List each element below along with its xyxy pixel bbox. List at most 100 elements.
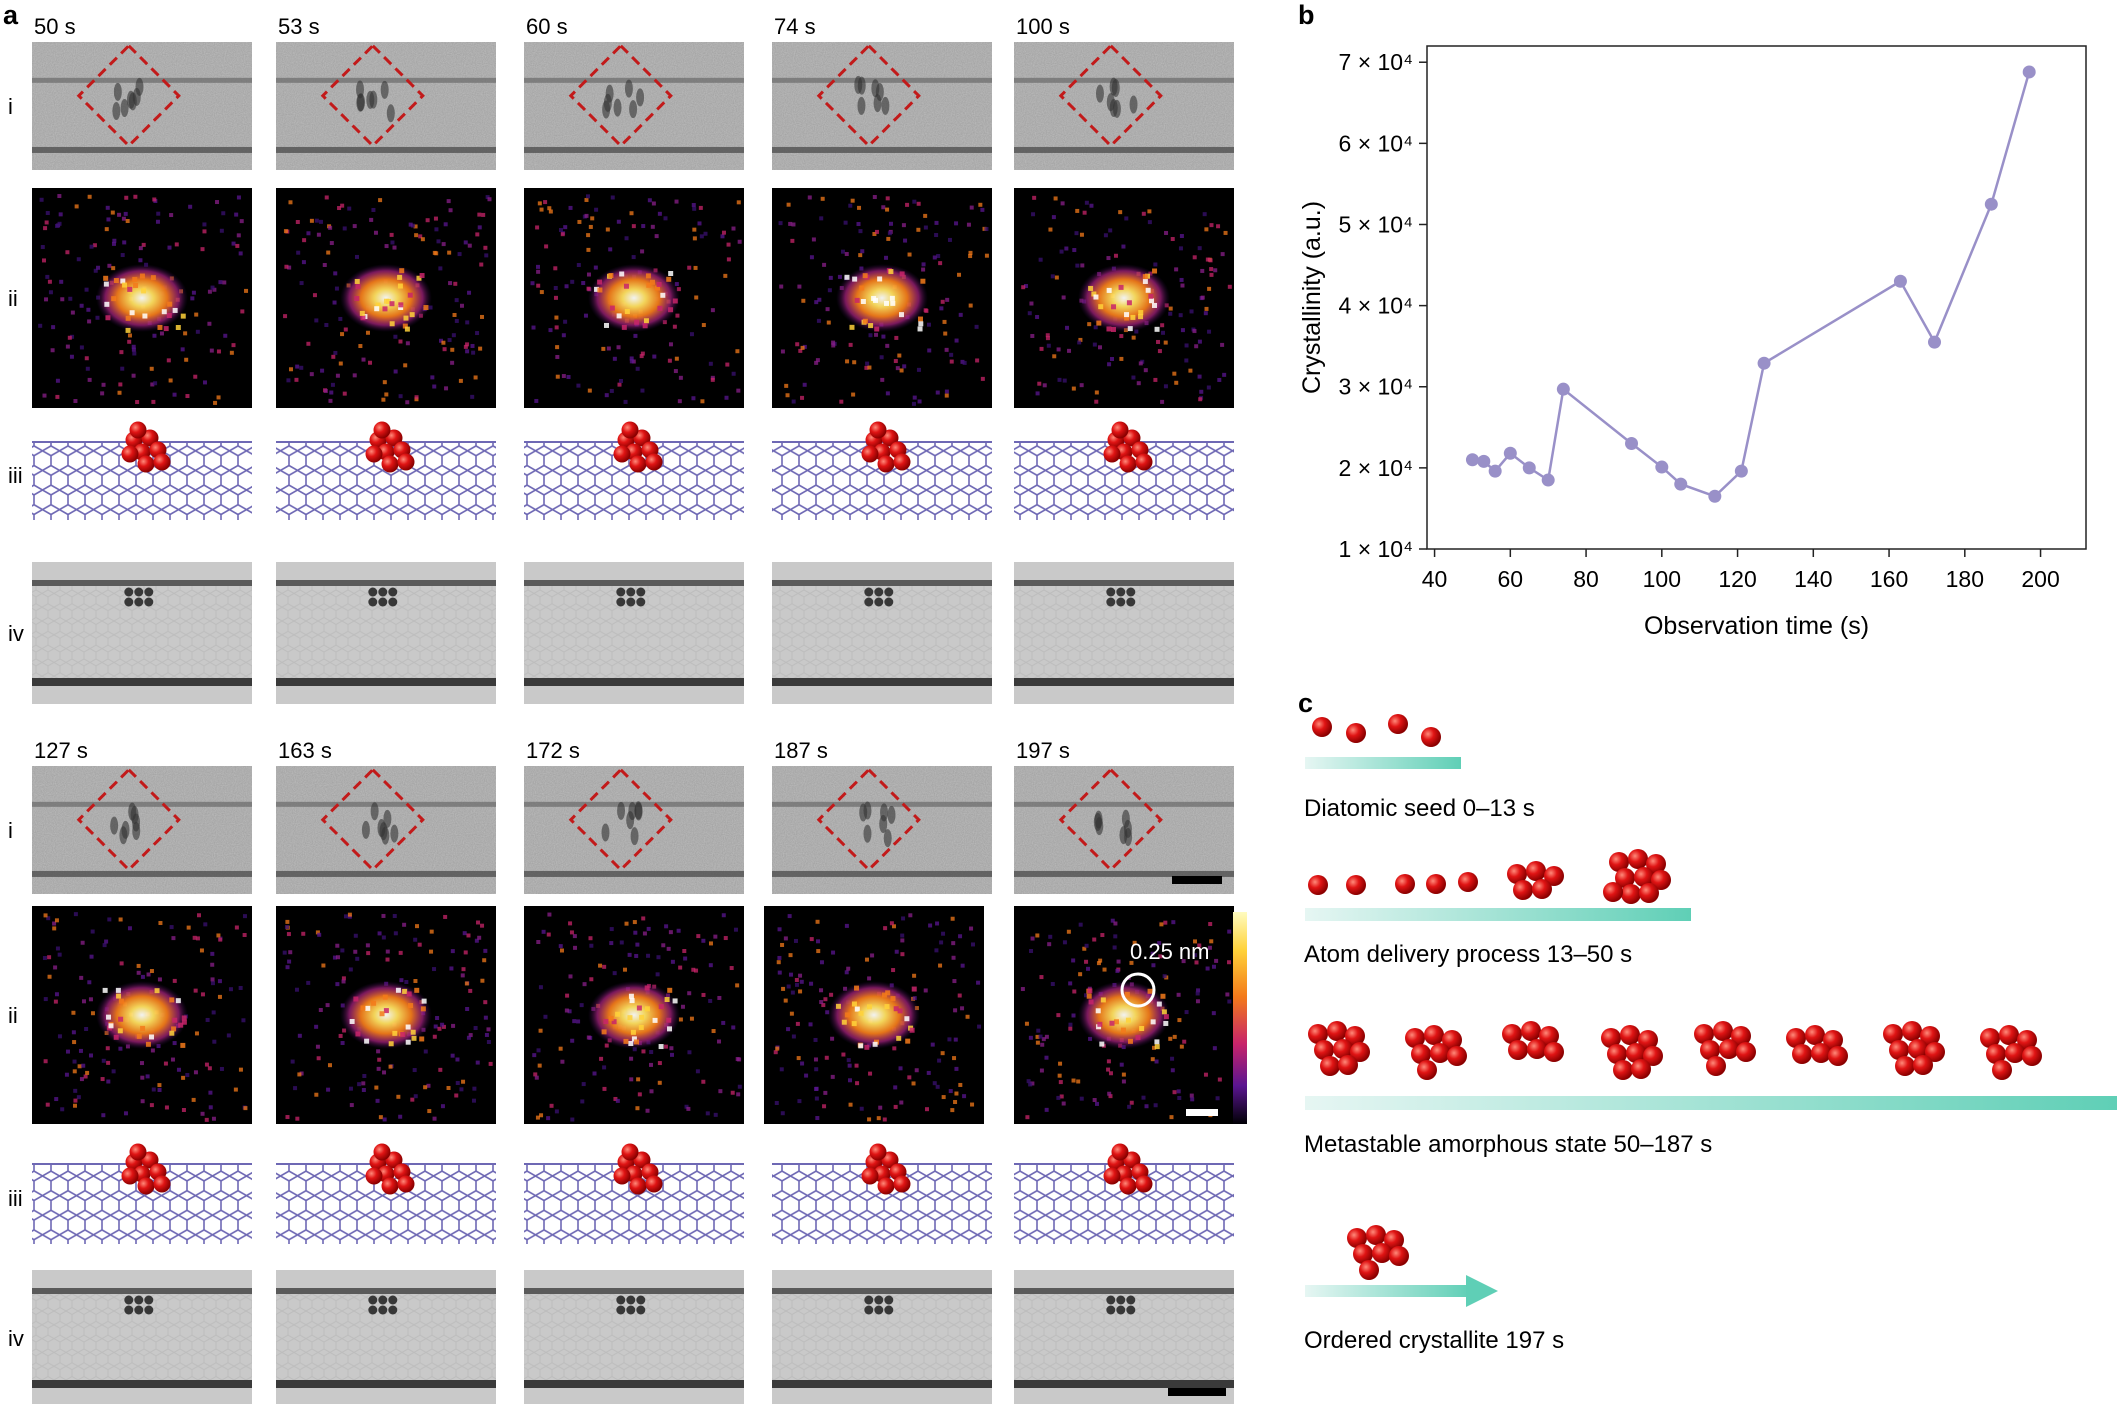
atom <box>1123 429 1141 447</box>
time-label: 74 s <box>774 14 816 39</box>
atom <box>869 421 887 439</box>
scale-bar <box>1172 876 1222 884</box>
atom <box>373 421 391 439</box>
nanotube-model <box>1014 421 1234 520</box>
atom <box>869 1143 887 1161</box>
tem-image-raw <box>772 766 992 894</box>
atom <box>1119 455 1137 473</box>
time-label: 197 s <box>1016 738 1070 763</box>
lattice-spacing-label: 0.25 nm <box>1130 939 1210 964</box>
row-label-i: i <box>8 94 13 119</box>
atom <box>1111 421 1129 439</box>
atom <box>633 1151 651 1169</box>
row-label-iii: iii <box>8 1186 23 1211</box>
atom <box>629 455 647 473</box>
tem-image-raw <box>524 42 744 170</box>
fft-pattern <box>772 188 992 408</box>
tem-image-simulated <box>32 562 252 704</box>
fft-pattern <box>32 188 252 408</box>
tem-image-simulated <box>276 1270 496 1404</box>
time-label: 50 s <box>34 14 76 39</box>
time-label: 187 s <box>774 738 828 763</box>
panel-a-letter: a <box>3 0 19 30</box>
atom <box>137 455 155 473</box>
atom <box>1135 1175 1153 1193</box>
atom <box>397 453 415 471</box>
atom <box>1135 453 1153 471</box>
row-label-ii: ii <box>8 1003 18 1028</box>
nanotube-model <box>772 421 992 520</box>
nanotube-model <box>32 1143 252 1244</box>
atom <box>613 445 631 463</box>
atom <box>893 453 911 471</box>
atom <box>881 1151 899 1169</box>
atom <box>621 1143 639 1161</box>
atom <box>129 1143 147 1161</box>
atom <box>645 453 663 471</box>
tem-image-raw <box>1014 42 1234 170</box>
atom <box>121 1167 139 1185</box>
atom <box>381 455 399 473</box>
fft-pattern <box>524 188 744 408</box>
nanotube-model <box>524 1143 744 1244</box>
atom <box>153 453 171 471</box>
atom <box>877 455 895 473</box>
tem-image-simulated <box>772 562 992 704</box>
time-label: 172 s <box>526 738 580 763</box>
atom <box>141 1151 159 1169</box>
fft-pattern <box>1014 188 1234 408</box>
atom <box>137 1177 155 1195</box>
nanotube-model <box>276 421 496 520</box>
tem-image-raw <box>32 42 252 170</box>
tem-image-raw <box>524 766 744 894</box>
atom <box>397 1175 415 1193</box>
tem-image-simulated <box>524 1270 744 1404</box>
time-label: 53 s <box>278 14 320 39</box>
fft-colorbar <box>1233 912 1247 1124</box>
nanotube-model <box>772 1143 992 1244</box>
atom <box>861 1167 879 1185</box>
fft-pattern <box>32 906 252 1124</box>
atom <box>877 1177 895 1195</box>
atom <box>1103 445 1121 463</box>
nanotube-model <box>524 421 744 520</box>
atom <box>893 1175 911 1193</box>
atom <box>1119 1177 1137 1195</box>
atom <box>881 429 899 447</box>
tem-image-raw <box>1014 766 1234 894</box>
tem-image-simulated <box>772 1270 992 1404</box>
atom <box>365 1167 383 1185</box>
tem-image-simulated <box>1014 1270 1234 1404</box>
tem-image-raw <box>32 766 252 894</box>
fft-pattern <box>276 188 496 408</box>
atom <box>621 421 639 439</box>
tem-image-raw <box>276 766 496 894</box>
atom <box>373 1143 391 1161</box>
nanotube-model <box>32 421 252 520</box>
row-label-iv: iv <box>8 1326 24 1351</box>
atom <box>1111 1143 1129 1161</box>
time-label: 100 s <box>1016 14 1070 39</box>
atom <box>385 429 403 447</box>
atom <box>645 1175 663 1193</box>
fft-pattern <box>1014 906 1234 1124</box>
tem-image-raw <box>276 42 496 170</box>
nanotube-model <box>1014 1143 1234 1244</box>
fft-pattern <box>276 906 496 1124</box>
atom <box>629 1177 647 1195</box>
fft-pattern <box>524 906 744 1124</box>
time-label: 163 s <box>278 738 332 763</box>
lattice-spot-circle <box>1120 972 1156 1008</box>
time-label: 127 s <box>34 738 88 763</box>
atom <box>861 445 879 463</box>
atom <box>1123 1151 1141 1169</box>
atom <box>633 429 651 447</box>
atom <box>365 445 383 463</box>
tem-image-simulated <box>524 562 744 704</box>
atom <box>153 1175 171 1193</box>
tem-image-simulated <box>1014 562 1234 704</box>
atom <box>385 1151 403 1169</box>
row-label-ii: ii <box>8 286 18 311</box>
